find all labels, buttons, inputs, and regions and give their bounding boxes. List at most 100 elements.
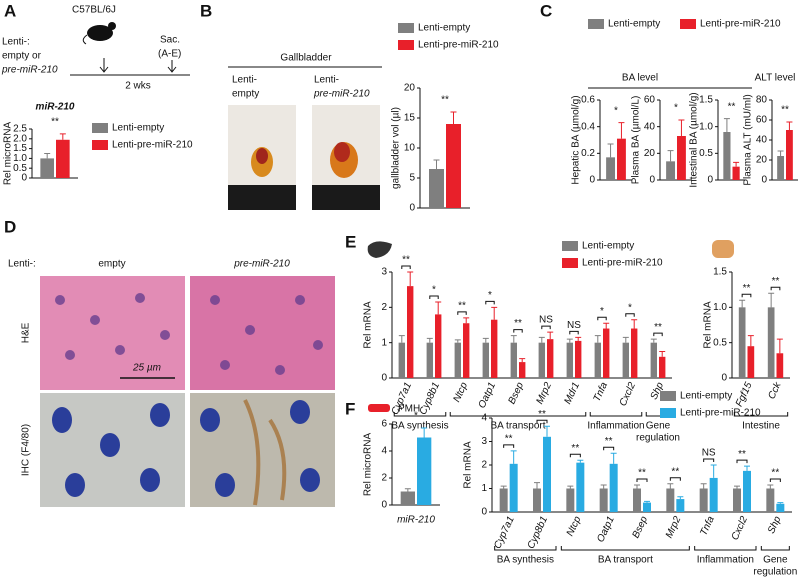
legend-label: Lenti-pre-miR-210 (112, 140, 193, 151)
y-tick-label: 2 (481, 460, 487, 471)
error-bar (482, 337, 489, 343)
y-tick-label: 0 (381, 373, 387, 384)
y-tick-label: 2.5 (13, 124, 27, 135)
bar (547, 339, 554, 378)
sig-bracket (457, 311, 467, 315)
y-axis-label: Hepatic BA (µmol/g) (571, 95, 582, 184)
y-tick-label: 80 (756, 95, 768, 106)
photo (228, 105, 380, 210)
sig-label: ** (51, 117, 59, 128)
y-tick-label: 1.0 (699, 121, 713, 132)
schema-text: Sac. (160, 35, 180, 46)
bar (56, 139, 70, 178)
y-tick-label: 20 (404, 83, 416, 94)
legend-label: Lenti-pre-miR-210 (418, 40, 499, 51)
error-bar (678, 119, 685, 136)
y-tick-label: 20 (644, 148, 656, 159)
error-bar (776, 338, 783, 354)
error-bar (398, 335, 405, 343)
sig-label: ** (743, 283, 751, 294)
bar (643, 502, 651, 512)
y-axis-label: Rel mRNA (363, 301, 374, 349)
bar (599, 488, 608, 512)
micrograph (40, 276, 335, 507)
bar (733, 488, 741, 512)
y-tick-label: 60 (756, 115, 768, 126)
photo-label: Lenti- (232, 75, 257, 86)
error-bar (567, 485, 574, 489)
y-axis-label: Intestinal BA (µmol/g) (689, 92, 700, 187)
sig-bracket (541, 325, 551, 330)
y-tick-label: 0 (381, 500, 387, 511)
bar (767, 307, 775, 378)
legend-label: Lenti-pre-miR-210 (680, 408, 761, 419)
bar (499, 488, 508, 512)
bar (609, 463, 618, 512)
bar (575, 340, 582, 378)
group-bracket (694, 546, 757, 551)
error-bar (744, 465, 750, 471)
error-bar (510, 450, 517, 464)
error-bar (622, 336, 629, 343)
sig-bracket (769, 478, 781, 482)
x-tick-label: Oatp1 (595, 515, 616, 544)
y-tick-label: 2.0 (13, 133, 27, 144)
group-bracket (494, 546, 557, 551)
error-bar (768, 292, 775, 308)
legend-swatch (562, 241, 578, 251)
bar (594, 342, 601, 378)
y-tick-label: 0.5 (699, 148, 713, 159)
y-tick-label: 1.5 (713, 267, 727, 278)
y-tick-label: 3 (481, 436, 487, 447)
panel-label: B (200, 1, 212, 20)
group-label: BA transport (490, 421, 545, 432)
error-bar (454, 339, 461, 343)
group-bracket (589, 412, 643, 417)
sig-label: NS (702, 448, 716, 459)
sig-label: ** (514, 318, 522, 329)
mouse-icon (82, 34, 88, 45)
y-tick-label: 15 (404, 113, 416, 124)
y-tick-label: 0 (21, 173, 27, 184)
error-bar (491, 306, 498, 320)
bar (519, 362, 526, 378)
bar (766, 488, 775, 512)
photo-label: Lenti- (314, 75, 339, 86)
error-bar (534, 482, 540, 489)
error-bar (767, 484, 774, 489)
bar (677, 136, 686, 180)
sig-label: ** (728, 101, 736, 112)
error-bar (734, 485, 740, 489)
legend-swatch (660, 391, 676, 401)
group-bracket (393, 412, 447, 417)
x-tick-label: Cyp8b1 (526, 515, 551, 551)
sig-label: NS (539, 315, 553, 326)
x-tick-label: Bsep (507, 380, 527, 406)
y-tick-label: 1.0 (713, 302, 727, 313)
y-tick-label: 0 (649, 175, 655, 186)
error-bar (463, 317, 470, 324)
group-bracket (760, 546, 790, 551)
dish-icon (368, 404, 390, 412)
y-tick-label: 6 (381, 419, 387, 430)
group-label: BA transport (598, 555, 653, 566)
bar (463, 323, 470, 378)
row-header: IHC (F4/80) (21, 424, 32, 476)
error-bar (519, 358, 526, 363)
y-tick-label: 2 (381, 473, 387, 484)
error-bar (733, 161, 740, 167)
y-tick-label: 0 (589, 175, 595, 186)
bar (566, 488, 575, 512)
error-bar (575, 336, 582, 341)
x-tick-label: Shp (766, 514, 784, 535)
panel-label: D (4, 217, 16, 236)
bar (603, 328, 610, 378)
x-tick-label: Cyp8b1 (418, 381, 443, 417)
sig-label: * (674, 103, 678, 114)
bar (576, 462, 585, 512)
x-tick-label: Tnfa (698, 514, 717, 537)
error-bar (700, 483, 707, 489)
sig-label: ** (441, 95, 449, 106)
sig-label: NS (567, 320, 581, 331)
